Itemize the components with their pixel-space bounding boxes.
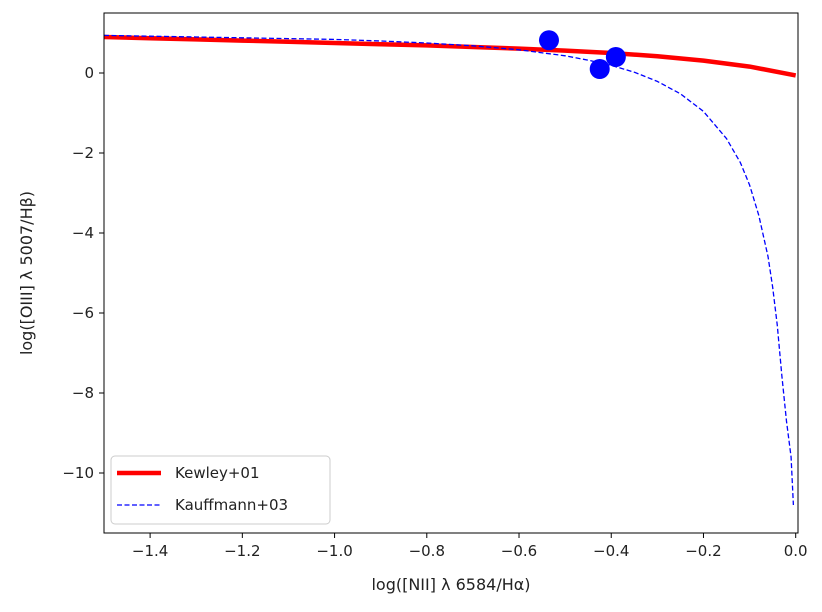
y-tick-label: −8 xyxy=(72,384,94,402)
x-tick-label: −1.0 xyxy=(316,542,352,560)
x-tick-label: −1.2 xyxy=(224,542,260,560)
x-tick-label: −1.4 xyxy=(132,542,168,560)
y-tick-label: −4 xyxy=(72,224,94,242)
legend: Kewley+01 Kauffmann+03 xyxy=(110,455,331,525)
plot-frame xyxy=(103,12,799,534)
series-line-kewley-01 xyxy=(103,34,797,78)
data-point xyxy=(589,59,610,79)
legend-box xyxy=(110,455,331,525)
x-tick-label: −0.6 xyxy=(501,542,537,560)
x-tick-label: −0.8 xyxy=(409,542,445,560)
legend-label-kewley: Kewley+01 xyxy=(175,464,260,482)
x-axis-ticks: −1.4 −1.2 −1.0 −0.8 −0.6 −0.4 −0.2 0.0 xyxy=(132,533,808,560)
plot-background xyxy=(104,13,798,533)
data-point xyxy=(605,47,626,67)
legend-label-kauffmann: Kauffmann+03 xyxy=(175,496,288,514)
x-axis-label: log([NII] λ 6584/Hα) xyxy=(371,575,530,594)
x-tick-label: −0.2 xyxy=(685,542,721,560)
y-axis-ticks: 0 −2 −4 −6 −8 −10 xyxy=(62,64,104,482)
y-tick-label: 0 xyxy=(84,64,94,82)
y-tick-label: −2 xyxy=(72,144,94,162)
x-tick-label: 0.0 xyxy=(784,542,808,560)
y-axis-label: log([OIII] λ 5007/Hβ) xyxy=(17,191,36,355)
y-tick-label: −6 xyxy=(72,304,94,322)
points-layer xyxy=(538,30,626,79)
data-point xyxy=(538,30,559,51)
series-layer xyxy=(103,34,797,506)
y-tick-label: −10 xyxy=(62,464,94,482)
x-tick-label: −0.4 xyxy=(593,542,629,560)
